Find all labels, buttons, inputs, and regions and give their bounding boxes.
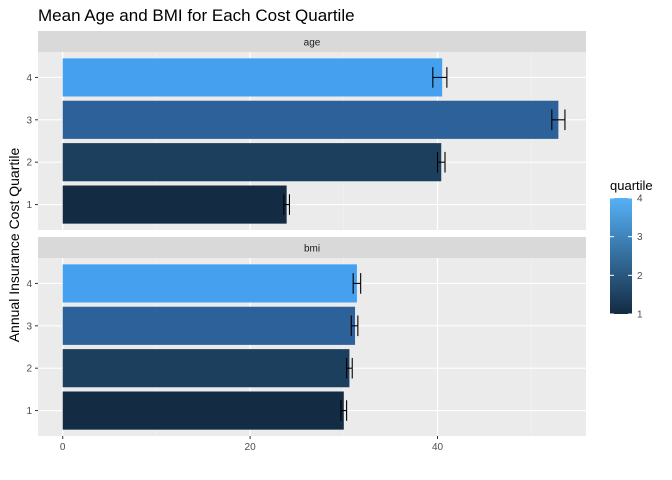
- panel-bmi: bmi 1 2 3 4: [26, 237, 586, 436]
- strip-age: [38, 31, 586, 52]
- legend-tick-label: 1: [637, 310, 643, 321]
- bar-age-q3: [62, 100, 559, 139]
- y-tick-label: 2: [26, 364, 32, 375]
- y-tick-label: 3: [26, 321, 32, 332]
- errorbar-bmi-q1: [340, 400, 348, 421]
- errorbar-bmi-q2: [346, 357, 353, 379]
- y-tick-label: 3: [26, 115, 32, 126]
- legend-tick-label: 2: [637, 271, 643, 282]
- legend-tick-label: 4: [637, 194, 643, 205]
- legend-title: quartile: [610, 178, 653, 193]
- bar-bmi-q1: [62, 391, 344, 430]
- errorbar-bmi-q4: [352, 273, 362, 294]
- bar-bmi-q3: [62, 306, 356, 345]
- y-tick-label: 2: [26, 158, 32, 169]
- legend-tick-label: 3: [637, 232, 643, 243]
- errorbar-age-q2: [436, 151, 446, 173]
- legend: quartile 1 2 3 4: [610, 178, 653, 321]
- errorbar-age-q3: [551, 109, 566, 131]
- bar-bmi-q2: [62, 349, 350, 388]
- y-tick-label: 4: [26, 279, 32, 290]
- errorbar-age-q4: [432, 67, 448, 88]
- bar-age-q4: [62, 58, 443, 97]
- strip-label-bmi: bmi: [304, 244, 320, 255]
- errorbar-bmi-q3: [350, 315, 359, 337]
- y-tick-label: 1: [26, 406, 32, 417]
- x-tick-label: 20: [245, 442, 257, 453]
- strip-label-age: age: [304, 38, 321, 49]
- legend-colorbar: [610, 198, 632, 314]
- panel-age: age 1 2 3 4: [26, 31, 586, 230]
- y-axis-title: Annual Insurance Cost Quartile: [6, 148, 22, 343]
- bar-age-q2: [62, 143, 442, 182]
- y-tick-label: 4: [26, 73, 32, 84]
- chart-title: Mean Age and BMI for Each Cost Quartile: [38, 6, 355, 25]
- bar-bmi-q4: [62, 264, 357, 303]
- bar-age-q1: [62, 185, 287, 224]
- x-tick-label: 40: [432, 442, 444, 453]
- strip-bmi: [38, 237, 586, 258]
- x-tick-label: 0: [60, 442, 66, 453]
- y-tick-label: 1: [26, 200, 32, 211]
- errorbar-age-q1: [283, 194, 291, 215]
